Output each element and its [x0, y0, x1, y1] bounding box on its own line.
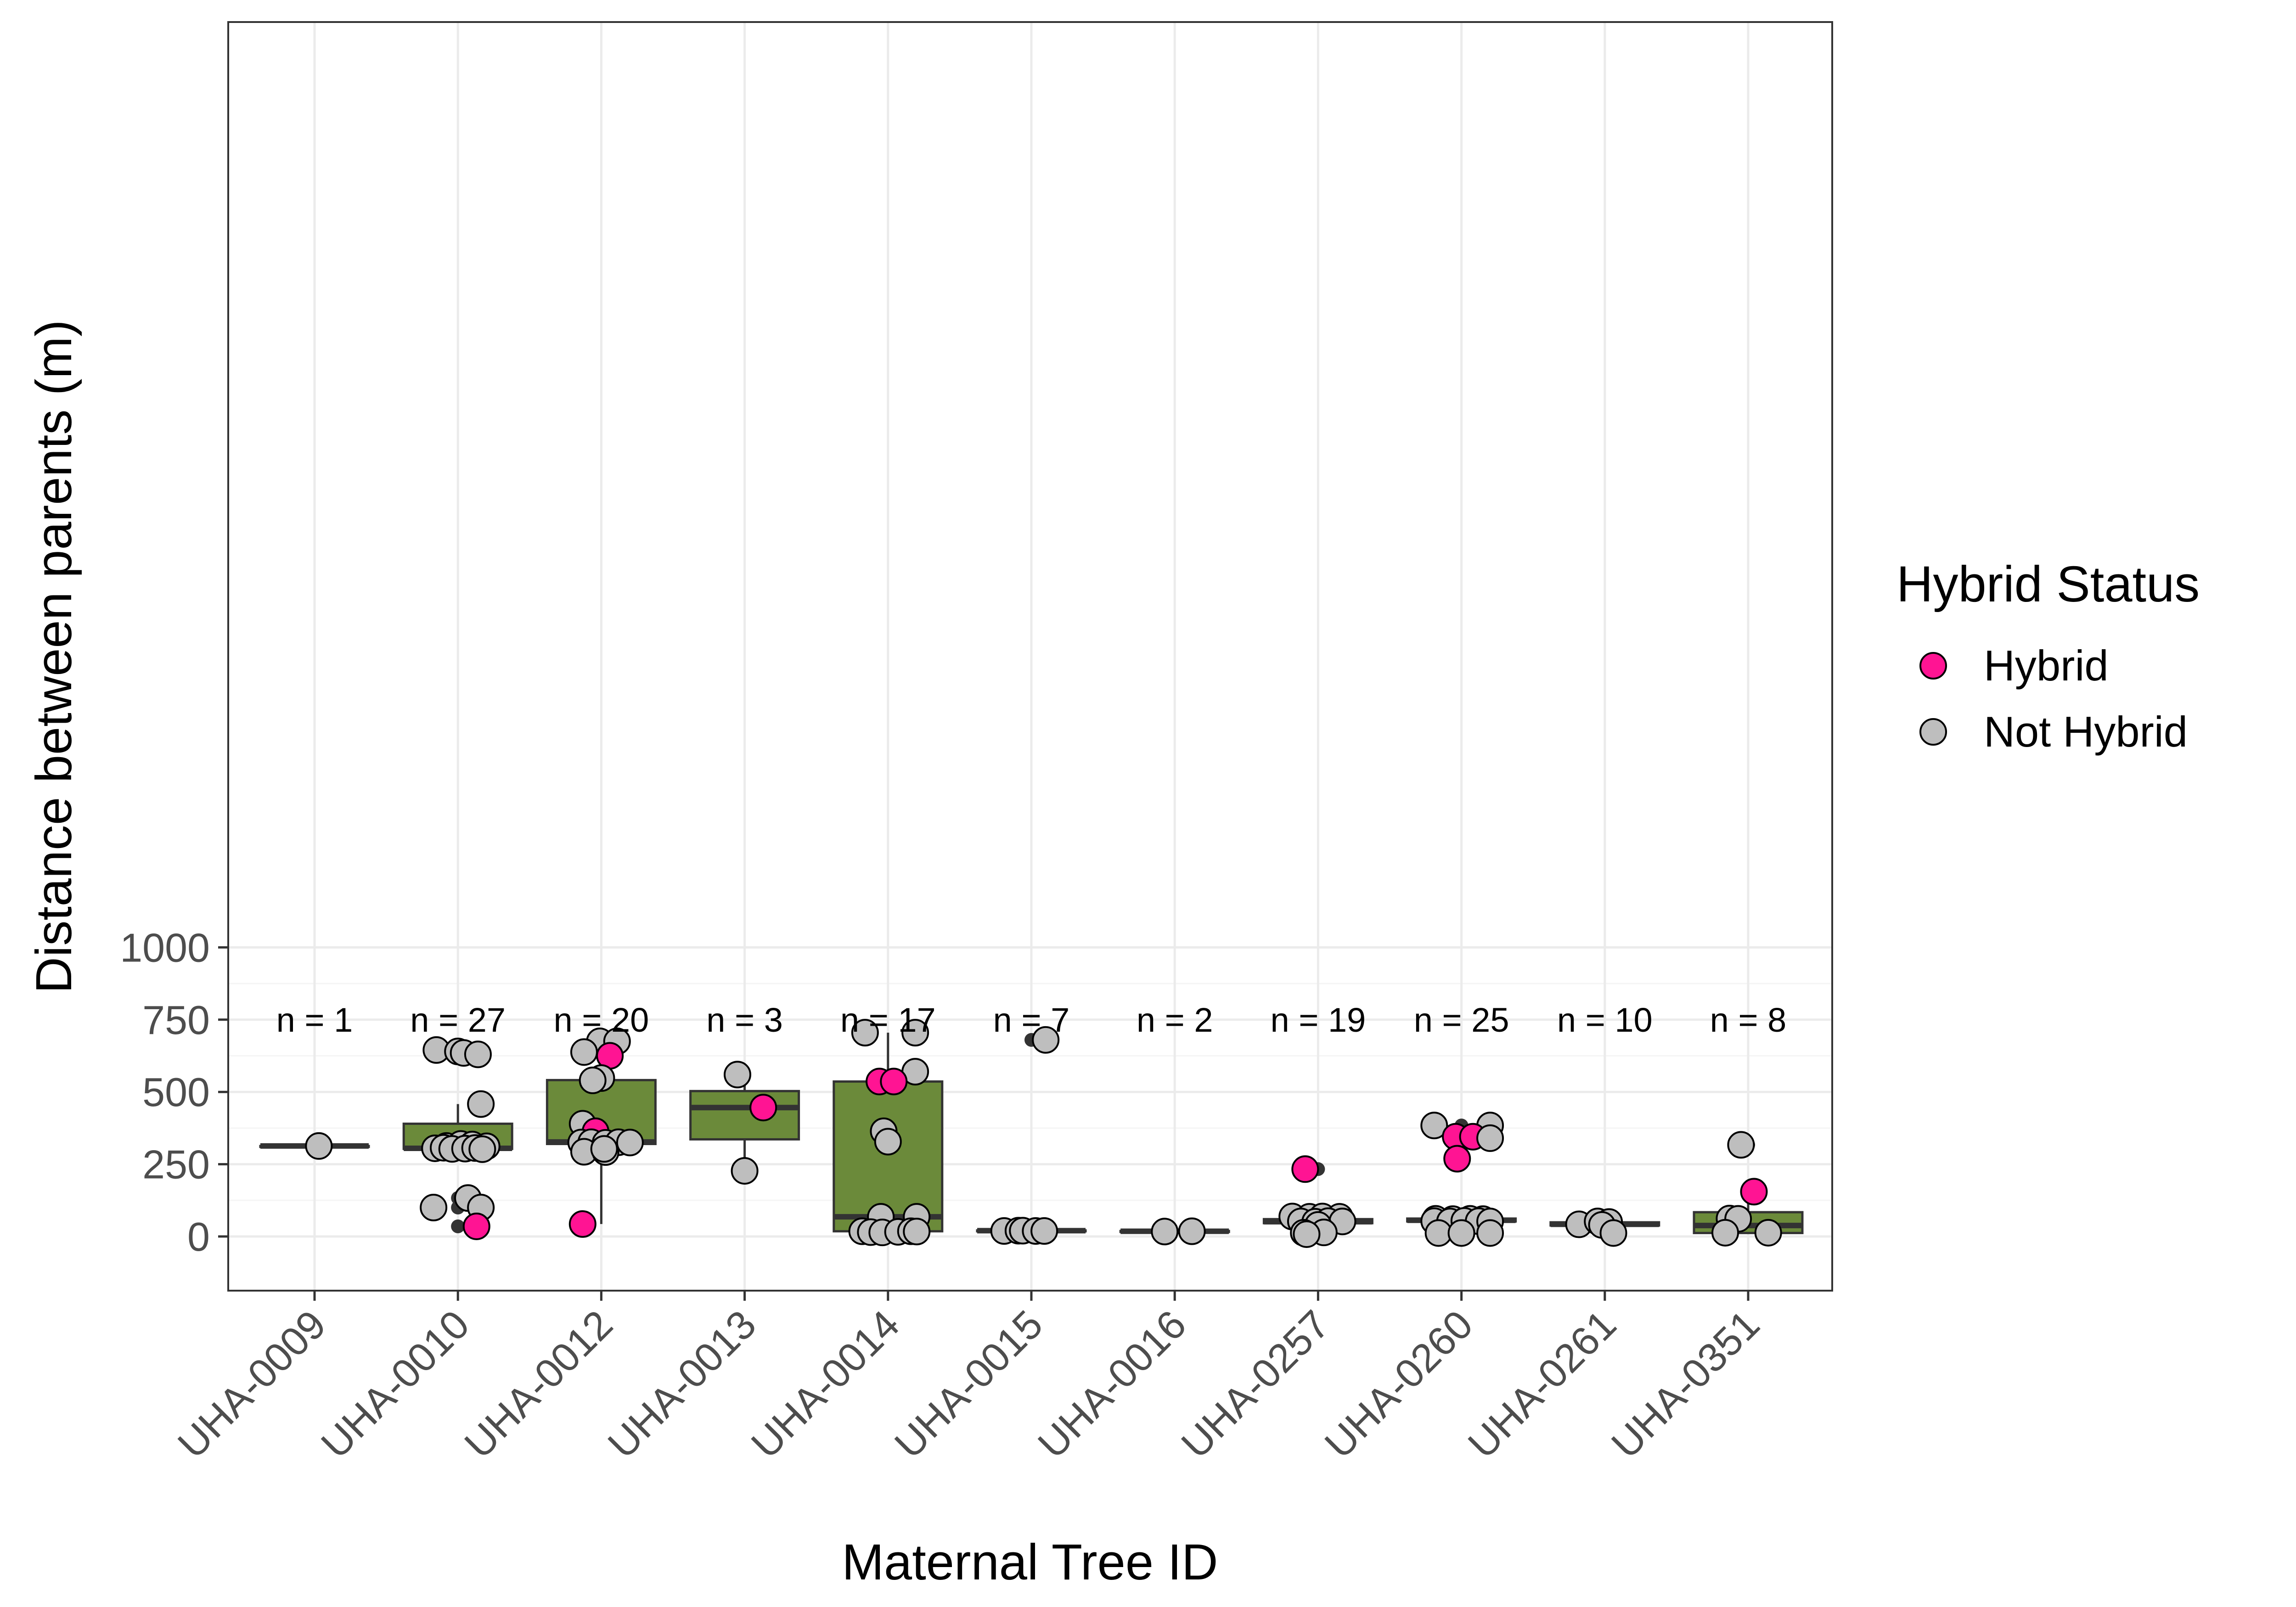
x-axis-title: Maternal Tree ID: [842, 1534, 1218, 1590]
x-tick-label: UHA-0261: [1459, 1301, 1625, 1467]
n-label: n = 3: [706, 1001, 783, 1039]
box-iqr: [689, 1090, 800, 1141]
n-label: n = 2: [1137, 1001, 1213, 1039]
legend-not-hybrid-label: Not Hybrid: [1984, 708, 2188, 756]
y-tick-label: 250: [142, 1142, 210, 1187]
x-tick-label: UHA-0013: [599, 1301, 765, 1467]
not-hybrid-point: [1420, 1112, 1448, 1140]
n-label: n = 19: [1270, 1001, 1366, 1039]
not-hybrid-point: [579, 1067, 607, 1095]
x-tick-label: UHA-0012: [456, 1301, 621, 1467]
not-hybrid-point: [851, 1019, 879, 1047]
not-hybrid-point: [616, 1129, 644, 1157]
not-hybrid-point: [1151, 1218, 1179, 1246]
legend: Hybrid Status Hybrid Not Hybrid: [1896, 556, 2200, 756]
not-hybrid-point: [590, 1135, 618, 1163]
n-label: n = 7: [993, 1001, 1070, 1039]
legend-title: Hybrid Status: [1896, 556, 2200, 612]
not-hybrid-point: [1727, 1131, 1755, 1159]
sample-size-labels: n = 1 n = 27 n = 20 n = 3 n = 17 n = 7 n = 2 n …: [276, 1001, 1787, 1039]
not-hybrid-point: [1599, 1219, 1627, 1247]
not-hybrid-point: [1424, 1219, 1452, 1247]
x-tick-label: UHA-0009: [169, 1301, 335, 1467]
y-tick-label: 1000: [120, 925, 210, 970]
n-label: n = 17: [840, 1001, 936, 1039]
x-tick-label: UHA-0257: [1172, 1301, 1338, 1467]
x-tick-label: UHA-0015: [886, 1301, 1052, 1467]
x-tick-label: UHA-0260: [1316, 1301, 1481, 1467]
x-tick-label: UHA-0014: [743, 1301, 908, 1467]
legend-not-hybrid-key: [1919, 718, 1947, 746]
hybrid-point: [1443, 1145, 1471, 1173]
grid-lines: [228, 22, 1832, 1291]
not-hybrid-point: [464, 1040, 492, 1068]
hybrid-point: [462, 1212, 490, 1240]
hybrid-point: [1291, 1155, 1319, 1183]
box-uha-0013: [689, 1074, 800, 1171]
not-hybrid-point: [1754, 1219, 1782, 1247]
y-axis: 0 250 500 750 1000: [120, 925, 228, 1259]
legend-hybrid-label: Hybrid: [1984, 641, 2109, 690]
hybrid-point: [749, 1094, 777, 1122]
y-tick-label: 750: [142, 997, 210, 1043]
not-hybrid-point: [903, 1218, 931, 1246]
not-hybrid-point: [1476, 1124, 1504, 1152]
not-hybrid-point: [901, 1019, 929, 1047]
x-tick-label: UHA-0010: [312, 1301, 478, 1467]
y-tick-label: 0: [187, 1214, 210, 1259]
not-hybrid-point: [723, 1061, 751, 1089]
n-label: n = 25: [1414, 1001, 1509, 1039]
not-hybrid-point: [1030, 1217, 1058, 1245]
not-hybrid-point: [1476, 1219, 1504, 1247]
y-tick-label: 500: [142, 1069, 210, 1115]
point-layer: [305, 1019, 1782, 1248]
not-hybrid-point: [1711, 1219, 1739, 1247]
n-label: n = 20: [553, 1001, 649, 1039]
not-hybrid-point: [731, 1157, 759, 1185]
not-hybrid-point: [420, 1194, 448, 1222]
hybrid-point: [568, 1210, 597, 1238]
n-label: n = 10: [1557, 1001, 1653, 1039]
hybrid-point: [880, 1068, 908, 1096]
not-hybrid-point: [468, 1135, 496, 1163]
y-axis-title: Distance between parents (m): [26, 320, 82, 993]
n-label: n = 8: [1710, 1001, 1787, 1039]
not-hybrid-point: [1032, 1026, 1060, 1054]
not-hybrid-point: [305, 1132, 333, 1160]
x-axis: UHA-0009UHA-0010UHA-0012UHA-0013UHA-0014…: [169, 1291, 1768, 1467]
n-label: n = 1: [276, 1001, 353, 1039]
not-hybrid-point: [467, 1090, 495, 1118]
x-tick-label: UHA-0351: [1603, 1301, 1768, 1467]
not-hybrid-point: [1293, 1220, 1321, 1248]
n-label: n = 27: [410, 1001, 506, 1039]
not-hybrid-point: [874, 1128, 902, 1156]
not-hybrid-point: [1447, 1219, 1475, 1247]
outlier-point: [451, 1219, 465, 1233]
legend-hybrid-key: [1919, 652, 1947, 680]
x-tick-label: UHA-0016: [1029, 1301, 1195, 1467]
not-hybrid-point: [570, 1038, 598, 1066]
hybrid-point: [1740, 1178, 1768, 1206]
not-hybrid-point: [1178, 1217, 1206, 1245]
